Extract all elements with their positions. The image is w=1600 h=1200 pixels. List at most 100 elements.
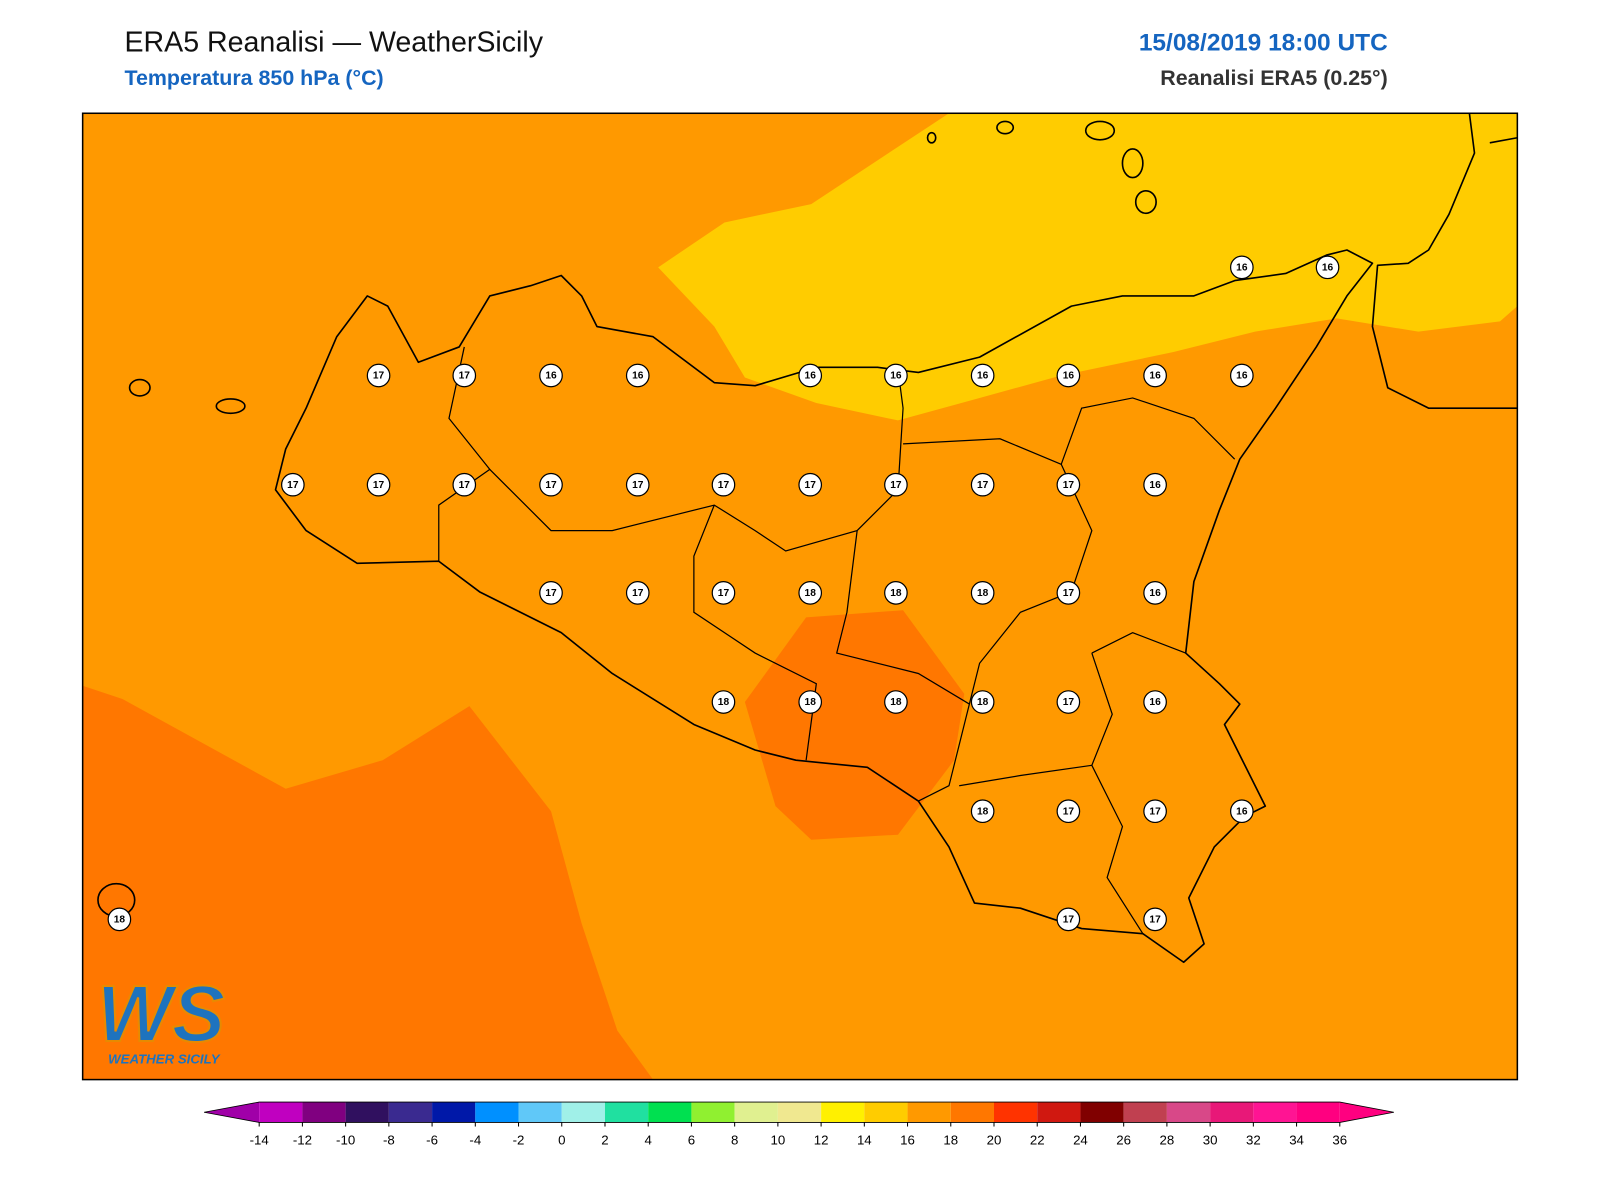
station-marker	[452, 363, 477, 388]
colorbar-segment	[518, 1102, 562, 1123]
colorbar-segment	[1296, 1102, 1340, 1123]
station-value: 16	[890, 371, 902, 382]
station-value: 16	[805, 371, 817, 382]
coastline	[274, 249, 1374, 964]
colorbar-tick-label: 22	[1030, 1132, 1045, 1147]
source: Reanalisi ERA5 (0.25°)	[1160, 66, 1387, 90]
colorbar-tick-label: 20	[987, 1132, 1002, 1147]
logo-subtitle: WEATHER SICILY	[108, 1051, 221, 1066]
colorbar-segment	[1080, 1102, 1124, 1123]
station-value: 17	[545, 480, 557, 491]
station-marker	[1143, 907, 1167, 932]
station-marker	[539, 581, 563, 605]
station-value: 18	[718, 697, 730, 708]
station-marker	[625, 472, 650, 497]
field-dark	[82, 685, 654, 1080]
station-value: 18	[977, 806, 989, 817]
colorbar-tick-label: 0	[558, 1132, 565, 1147]
island	[128, 378, 151, 397]
colorbar-tick-label: 24	[1073, 1132, 1088, 1147]
island	[1084, 120, 1116, 141]
station-marker	[798, 363, 823, 388]
station-marker	[884, 581, 908, 605]
station-labels: 16 16 17 17 16 16 16 16 16 16 16 16 17 17 17 17 17 17 17 17…	[107, 255, 1340, 932]
station-marker	[798, 581, 823, 605]
station-marker	[711, 472, 736, 497]
station-marker	[539, 472, 563, 497]
station-marker	[711, 581, 736, 605]
station-marker	[970, 472, 995, 497]
colorbar-tick-label: 14	[857, 1132, 872, 1147]
colorbar-segment	[432, 1102, 476, 1123]
station-value: 18	[890, 588, 902, 599]
colorbar-segment	[691, 1102, 735, 1123]
station-value: 17	[545, 588, 557, 599]
colorbar-segment	[259, 1102, 303, 1123]
station-value: 17	[718, 480, 730, 491]
station-value: 17	[1149, 806, 1161, 817]
station-marker	[1056, 472, 1081, 497]
station-value: 17	[805, 480, 817, 491]
logo: WS WEATHER SICILY	[96, 968, 226, 1066]
province-border	[489, 369, 904, 552]
station-value: 18	[890, 697, 902, 708]
station-marker	[884, 690, 908, 714]
station-value: 17	[459, 371, 471, 382]
station-marker	[970, 690, 995, 714]
station-marker	[970, 581, 995, 605]
station-value: 18	[805, 697, 817, 708]
province-border	[835, 530, 971, 802]
coastline	[1489, 136, 1518, 144]
colorbar-segment	[950, 1102, 994, 1123]
colorbar-over	[1339, 1102, 1394, 1123]
colorbar-tick-label: 36	[1332, 1132, 1347, 1147]
station-marker	[1143, 799, 1167, 824]
station-marker	[1056, 799, 1081, 824]
station-marker	[366, 363, 391, 388]
colorbar-segment	[648, 1102, 692, 1123]
title: ERA5 Reanalisi — WeatherSicily	[124, 26, 543, 58]
station-marker	[970, 363, 995, 388]
station-marker	[1230, 363, 1254, 388]
station-value: 17	[1063, 697, 1075, 708]
colorbar-segment	[345, 1102, 389, 1123]
station-marker	[625, 581, 650, 605]
province-border	[1091, 652, 1144, 935]
station-value: 17	[459, 480, 471, 491]
station-value: 16	[1322, 263, 1334, 274]
station-marker	[1230, 799, 1254, 824]
station-marker	[107, 907, 132, 932]
colorbar-tick-label: -10	[336, 1132, 355, 1147]
colorbar-segment	[734, 1102, 778, 1123]
station-marker	[1230, 255, 1254, 280]
station-marker	[1056, 363, 1081, 388]
colorbar-segment	[604, 1102, 649, 1123]
station-value: 17	[1063, 480, 1075, 491]
station-marker	[1315, 255, 1340, 280]
station-value: 16	[1149, 480, 1161, 491]
station-value: 17	[373, 371, 385, 382]
station-marker	[884, 363, 908, 388]
province-border	[903, 397, 1236, 466]
station-value: 17	[1063, 588, 1075, 599]
colorbar-tick-label: 30	[1203, 1132, 1218, 1147]
station-value: 16	[1236, 806, 1248, 817]
colorbar-segment	[1253, 1102, 1297, 1123]
colorbar-tick-label: 28	[1160, 1132, 1175, 1147]
station-value: 18	[114, 915, 126, 926]
station-marker	[366, 472, 391, 497]
station-marker	[1056, 907, 1081, 932]
station-value: 16	[545, 371, 557, 382]
island	[996, 120, 1015, 135]
station-marker	[1143, 581, 1167, 605]
colorbar-segment	[907, 1102, 951, 1123]
station-value: 16	[632, 371, 644, 382]
station-marker	[711, 690, 736, 714]
colorbar-tick-label: -6	[426, 1132, 438, 1147]
station-marker	[281, 472, 305, 497]
colorbar-tick-label: -8	[383, 1132, 395, 1147]
station-marker	[798, 690, 823, 714]
station-value: 17	[1149, 915, 1161, 926]
